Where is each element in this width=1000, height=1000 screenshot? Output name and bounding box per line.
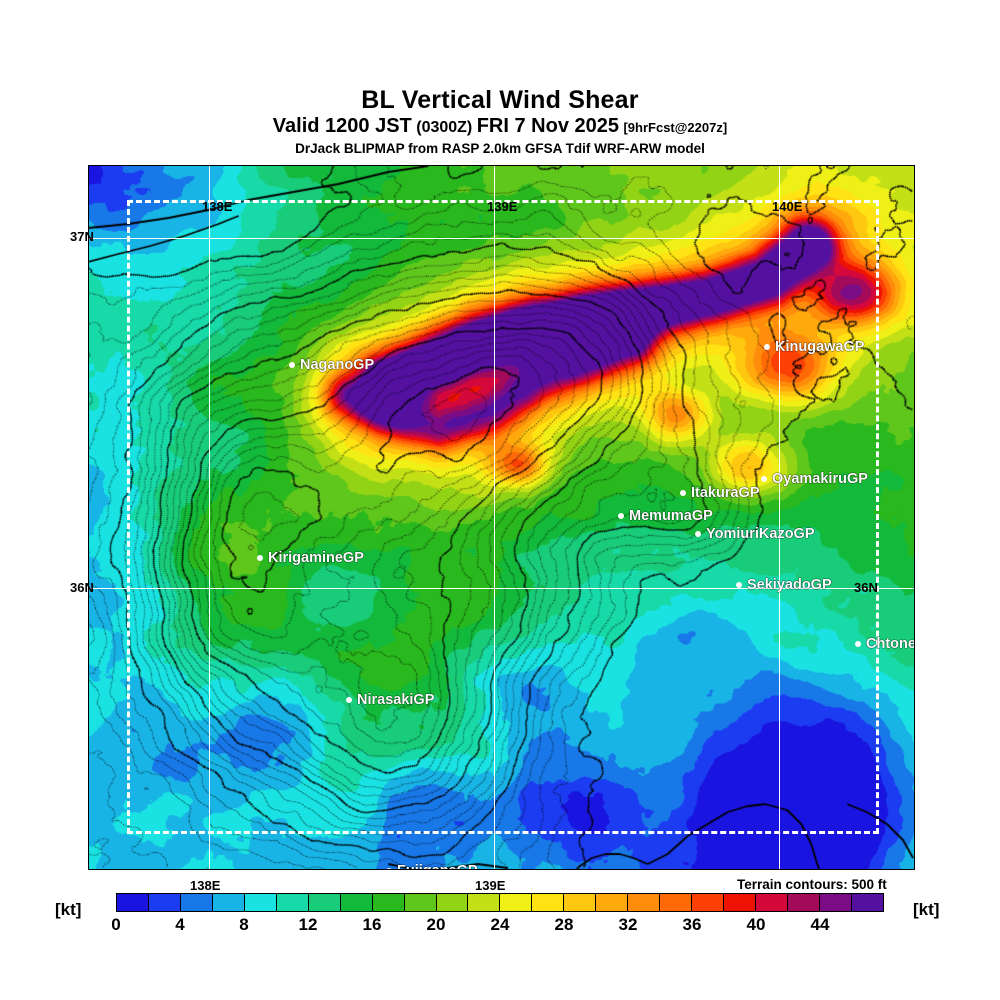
- shear-field-canvas: [89, 166, 914, 869]
- station-dot-icon: [736, 582, 742, 589]
- colorbar-swatch-7: [340, 894, 373, 911]
- colorbar-swatch-20: [756, 894, 789, 911]
- station-marker[interactable]: NaganoGP: [289, 358, 374, 372]
- colorbar-swatch-5: [276, 894, 309, 911]
- colorbar-swatch-11: [468, 894, 501, 911]
- colorbar-swatch-16: [628, 894, 661, 911]
- colorbar-swatch-18: [692, 894, 725, 911]
- colorbar-swatch-4: [244, 894, 277, 911]
- colorbar-swatch-19: [724, 894, 757, 911]
- lat-label-36-left: 36N: [70, 580, 94, 595]
- lon-label-138-outside: 138E: [190, 878, 221, 893]
- lon-label-139-outside: 139E: [475, 878, 506, 893]
- colorbar-swatch-8: [372, 894, 405, 911]
- station-marker[interactable]: SekiyadoGP: [736, 578, 832, 592]
- station-label: FujiganeGP: [397, 863, 478, 869]
- colorbar-swatch-14: [564, 894, 597, 911]
- gridline-lon-138: [209, 166, 210, 869]
- station-marker[interactable]: FujiganeGP: [386, 863, 478, 869]
- station-label: NirasakiGP: [357, 692, 435, 709]
- station-dot-icon: [289, 362, 295, 369]
- colorbar-tick-28: 28: [554, 915, 574, 934]
- station-label: NaganoGP: [300, 357, 375, 374]
- station-dot-icon: [386, 868, 392, 869]
- station-dot-icon: [855, 641, 861, 648]
- colorbar-swatch-6: [308, 894, 341, 911]
- colorbar-swatch-21: [788, 894, 820, 911]
- units-label-right: [kt]: [913, 900, 940, 919]
- station-marker[interactable]: KinugawaGP: [764, 340, 864, 354]
- colorbar-tick-36: 36: [682, 915, 702, 934]
- subdomain-box: [127, 200, 879, 834]
- lon-label-138-inside: 138E: [202, 199, 233, 214]
- lat-label-37-left: 37N: [70, 229, 94, 244]
- terrain-contour-note: Terrain contours: 500 ft: [737, 877, 887, 892]
- colorbar-swatch-23: [851, 894, 883, 911]
- station-label: KinugawaGP: [775, 339, 865, 356]
- station-dot-icon: [680, 490, 686, 497]
- station-dot-icon: [764, 344, 770, 351]
- station-marker[interactable]: KirigamineGP: [257, 551, 364, 565]
- title-block: BL Vertical Wind Shear Valid 1200 JST (0…: [0, 86, 1000, 158]
- lon-label-139-inside: 139E: [487, 199, 518, 214]
- valid-time-utc: (0300Z): [416, 119, 473, 136]
- colorbar-tick-0: 0: [111, 915, 121, 934]
- station-dot-icon: [618, 513, 624, 520]
- station-marker[interactable]: MemumaGP: [618, 509, 713, 523]
- station-dot-icon: [346, 697, 352, 704]
- valid-time-line: Valid 1200 JST (0300Z) FRI 7 Nov 2025 [9…: [0, 114, 1000, 140]
- station-label: YomiuriKazoGP: [706, 526, 815, 543]
- valid-time-prefix: Valid 1200 JST: [272, 115, 412, 137]
- colorbar-swatch-2: [180, 894, 213, 911]
- station-label: OyamakiruGP: [772, 471, 868, 488]
- station-marker[interactable]: ItakuraGP: [680, 486, 760, 500]
- colorbar-tick-20: 20: [426, 915, 446, 934]
- weather-map[interactable]: 138E 139E 140E 36N NaganoGP KinugawaGP Oya…: [88, 165, 915, 870]
- forecast-tag: [9hrFcst@2207z]: [623, 120, 728, 135]
- station-marker[interactable]: Chtone: [855, 636, 915, 653]
- colorbar-swatch-22: [819, 894, 852, 911]
- colorbar-tick-44: 44: [810, 915, 830, 934]
- colorbar[interactable]: [116, 893, 884, 912]
- colorbar-swatch-3: [212, 894, 245, 911]
- colorbar-swatch-17: [660, 894, 693, 911]
- colorbar-tick-16: 16: [362, 915, 382, 934]
- station-dot-icon: [761, 476, 767, 483]
- valid-date: FRI 7 Nov 2025: [476, 115, 620, 137]
- colorbar-tick-4: 4: [175, 915, 185, 934]
- colorbar-swatch-0: [117, 894, 149, 911]
- gridline-lon-140: [779, 166, 780, 869]
- station-label: MemumaGP: [629, 508, 713, 525]
- model-description: DrJack BLIPMAP from RASP 2.0km GFSA Tdif…: [295, 141, 705, 156]
- station-label: ItakuraGP: [691, 485, 760, 502]
- colorbar-tick-24: 24: [490, 915, 510, 934]
- station-dot-icon: [257, 555, 263, 562]
- colorbar-swatch-12: [500, 894, 533, 911]
- station-marker[interactable]: NirasakiGP: [346, 693, 434, 707]
- page-title: BL Vertical Wind Shear: [361, 86, 639, 114]
- colorbar-swatch-10: [436, 894, 469, 911]
- colorbar-swatch-1: [148, 894, 181, 911]
- station-marker[interactable]: OyamakiruGP: [761, 472, 868, 486]
- gridline-lat-36: [89, 588, 914, 589]
- units-label-left: [kt]: [55, 900, 82, 919]
- colorbar-swatch-13: [532, 894, 565, 911]
- station-label: Chtone: [866, 636, 915, 653]
- colorbar-swatch-15: [596, 894, 629, 911]
- colorbar-swatch-9: [404, 894, 437, 911]
- station-label: SekiyadoGP: [747, 577, 832, 594]
- station-dot-icon: [695, 531, 701, 538]
- gridline-lon-139: [494, 166, 495, 869]
- colorbar-tick-8: 8: [239, 915, 249, 934]
- lon-label-140-inside: 140E: [772, 199, 803, 214]
- station-label: KirigamineGP: [268, 550, 364, 567]
- colorbar-tick-12: 12: [298, 915, 318, 934]
- lat-label-36-right: 36N: [854, 580, 878, 595]
- station-marker[interactable]: YomiuriKazoGP: [695, 527, 815, 541]
- colorbar-tick-32: 32: [618, 915, 638, 934]
- colorbar-tick-40: 40: [746, 915, 766, 934]
- gridline-lat-37: [89, 238, 914, 239]
